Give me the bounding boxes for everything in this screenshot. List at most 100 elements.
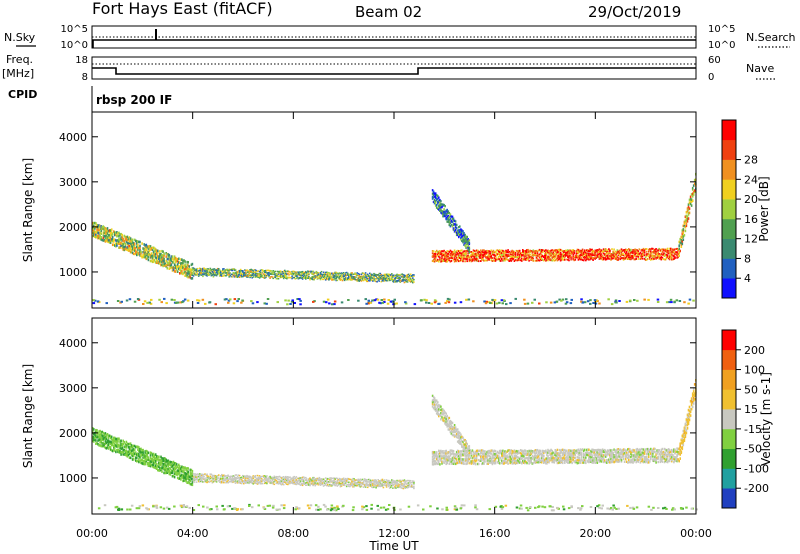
echo-cell xyxy=(202,268,204,271)
echo-cell xyxy=(598,256,601,259)
echo-cell xyxy=(290,276,292,279)
echo-cell xyxy=(168,472,171,476)
echo-cell xyxy=(477,253,480,256)
echo-cell xyxy=(629,249,631,252)
echo-cell xyxy=(455,260,458,263)
echo-cell xyxy=(217,269,220,271)
echo-cell xyxy=(448,450,451,454)
echo-cell xyxy=(502,249,504,252)
echo-cell xyxy=(433,195,436,198)
echo-cell xyxy=(329,480,331,483)
echo-cell xyxy=(341,481,344,483)
echo-cell xyxy=(525,257,527,260)
echo-cell xyxy=(462,258,464,261)
echo-cell xyxy=(151,457,154,461)
echo-cell xyxy=(627,258,629,260)
echo-cell xyxy=(582,259,585,262)
echo-cell xyxy=(236,300,239,303)
echo-cell xyxy=(323,482,326,484)
echo-cell xyxy=(201,268,203,270)
echo-cell xyxy=(251,277,253,279)
echo-cell xyxy=(101,444,103,448)
echo-cell xyxy=(239,478,242,481)
echo-cell xyxy=(189,473,192,477)
echo-cell xyxy=(199,271,201,273)
echo-cell xyxy=(432,451,435,454)
echo-cell xyxy=(517,251,520,254)
echo-cell xyxy=(489,252,492,255)
echo-cell xyxy=(596,254,599,257)
echo-cell xyxy=(465,255,467,258)
echo-cell xyxy=(212,480,215,483)
echo-cell xyxy=(450,215,453,218)
echo-cell xyxy=(405,276,408,278)
echo-cell xyxy=(461,239,463,243)
echo-cell xyxy=(106,433,109,436)
nsky-tick-top: 10^5 xyxy=(61,24,88,35)
echo-cell xyxy=(482,254,484,257)
echo-cell xyxy=(139,251,141,254)
echo-cell xyxy=(592,253,594,256)
echo-cell xyxy=(303,274,306,276)
echo-cell xyxy=(458,254,460,256)
echo-cell xyxy=(266,274,268,277)
echo-cell xyxy=(186,274,188,278)
echo-cell xyxy=(362,279,365,282)
echo-cell xyxy=(210,270,213,272)
echo-cell xyxy=(439,198,441,202)
echo-cell xyxy=(369,278,371,280)
echo-cell xyxy=(298,483,301,485)
echo-cell xyxy=(442,452,444,455)
echo-cell xyxy=(675,248,677,250)
echo-cell xyxy=(265,274,267,277)
echo-cell xyxy=(349,277,351,280)
echo-cell xyxy=(168,253,171,257)
echo-cell xyxy=(460,249,462,252)
echo-cell xyxy=(405,480,408,482)
echo-cell xyxy=(366,481,369,483)
echo-cell xyxy=(611,256,613,259)
echo-cell xyxy=(575,256,578,259)
echo-cell xyxy=(413,480,415,483)
echo-cell xyxy=(149,256,152,259)
echo-cell xyxy=(465,237,467,240)
echo-cell xyxy=(386,302,390,305)
echo-cell xyxy=(481,253,483,256)
echo-cell xyxy=(408,280,411,282)
echo-cell xyxy=(272,481,274,483)
echo-cell xyxy=(148,253,151,256)
echo-cell xyxy=(577,250,580,253)
echo-cell xyxy=(93,428,95,431)
echo-cell xyxy=(449,249,452,252)
echo-cell xyxy=(316,271,319,274)
echo-cell xyxy=(108,440,111,443)
echo-cell xyxy=(196,267,199,270)
echo-cell xyxy=(533,252,536,255)
echo-cell xyxy=(412,480,414,482)
echo-cell xyxy=(487,250,489,252)
echo-cell xyxy=(342,274,345,276)
echo-cell xyxy=(301,272,304,274)
echo-cell xyxy=(433,200,436,203)
echo-cell xyxy=(175,470,178,473)
echo-cell xyxy=(285,272,287,275)
echo-cell xyxy=(450,252,453,254)
echo-cell xyxy=(441,203,443,206)
echo-cell xyxy=(343,478,346,481)
echo-cell xyxy=(113,240,115,243)
echo-cell xyxy=(171,269,174,272)
echo-cell xyxy=(603,253,606,256)
echo-cell xyxy=(316,274,319,277)
echo-cell xyxy=(363,479,366,482)
echo-cell xyxy=(305,271,307,274)
echo-cell xyxy=(412,277,414,279)
echo-cell xyxy=(556,249,559,252)
echo-cell xyxy=(166,461,169,464)
echo-cell xyxy=(326,481,328,484)
echo-cell xyxy=(281,275,284,277)
echo-cell xyxy=(298,479,301,482)
echo-cell xyxy=(371,273,373,276)
echo-cell xyxy=(357,275,360,277)
echo-cell xyxy=(161,249,163,253)
